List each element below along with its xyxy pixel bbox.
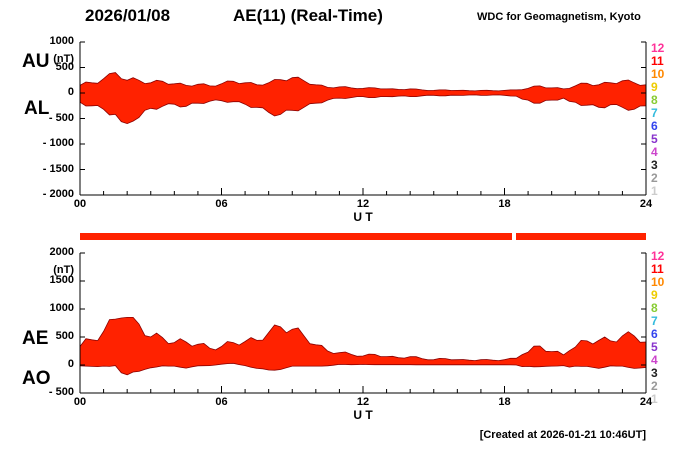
station-number: 4 (651, 353, 658, 367)
station-number: 8 (651, 93, 658, 107)
series-line-AO (79, 362, 647, 376)
station-number: 5 (651, 132, 658, 146)
station-number: 12 (651, 41, 665, 55)
label-ao: AO (22, 368, 51, 389)
ytick-label: - 1000 (42, 137, 74, 149)
ytick-label: - 500 (48, 386, 74, 398)
availability-segment (80, 233, 512, 240)
xtick-label: 18 (498, 198, 511, 210)
plot-title: AE(11) (Real-Time) (233, 6, 383, 25)
station-number: 10 (651, 67, 665, 81)
ytick-label: 1000 (49, 35, 74, 47)
created-timestamp: [Created at 2026-01-21 10:46UT] (479, 429, 646, 441)
xtick-label: 24 (639, 198, 653, 210)
station-number: 1 (651, 392, 658, 406)
ytick-label: 500 (55, 330, 74, 342)
xtick-label: 12 (356, 198, 370, 210)
xtick-label: 24 (639, 396, 653, 408)
ytick-label: 1000 (49, 302, 74, 314)
station-number: 8 (651, 301, 658, 315)
availability-segment (516, 233, 646, 240)
ytick-label: - 2000 (42, 188, 74, 200)
series-line-AE (79, 317, 647, 362)
plot-date: 2026/01/08 (85, 6, 171, 25)
station-number: 9 (651, 80, 658, 94)
station-number: 7 (651, 106, 658, 120)
aeao-chart (79, 252, 647, 394)
y-unit-bottom: (nT) (53, 264, 74, 276)
xtick-label: 18 (498, 396, 511, 408)
station-number: 1 (651, 184, 658, 198)
y-unit-top: (nT) (53, 53, 74, 65)
station-number: 3 (651, 366, 658, 380)
x-axis-title-bottom: U T (353, 408, 373, 422)
xtick-label: 06 (215, 396, 228, 408)
station-number: 2 (651, 171, 658, 185)
station-number: 9 (651, 288, 658, 302)
station-number: 3 (651, 158, 658, 172)
station-number: 5 (651, 340, 658, 354)
station-number: 2 (651, 379, 658, 393)
station-number: 10 (651, 275, 665, 289)
series-line-AU (79, 72, 647, 92)
label-al: AL (24, 98, 50, 119)
area-fill (80, 72, 646, 124)
ytick-label: 0 (67, 86, 74, 98)
ytick-label: 2000 (49, 246, 74, 258)
ytick-label: 500 (55, 60, 74, 73)
station-number: 6 (651, 119, 658, 133)
aual-chart (79, 41, 647, 196)
station-number: 12 (651, 249, 665, 263)
xtick-label: 12 (356, 396, 370, 408)
station-number: 11 (651, 262, 664, 276)
x-axis-title-top: U T (353, 210, 373, 224)
ytick-label: - 1500 (42, 162, 74, 175)
ytick-label: - 500 (48, 111, 74, 124)
ytick-label: 1500 (49, 274, 74, 286)
label-au: AU (22, 51, 50, 72)
credit-text: WDC for Geomagnetism, Kyoto (477, 11, 641, 23)
area-fill (80, 317, 646, 375)
station-number: 4 (651, 145, 658, 159)
ytick-label: 0 (67, 358, 74, 370)
series-line-AL (79, 94, 647, 125)
xtick-label: 06 (215, 198, 228, 210)
label-ae: AE (22, 328, 49, 349)
station-number: 11 (651, 54, 664, 68)
station-number: 6 (651, 327, 658, 341)
xtick-label: 00 (73, 198, 87, 210)
station-number: 7 (651, 314, 658, 328)
xtick-label: 00 (73, 396, 87, 408)
